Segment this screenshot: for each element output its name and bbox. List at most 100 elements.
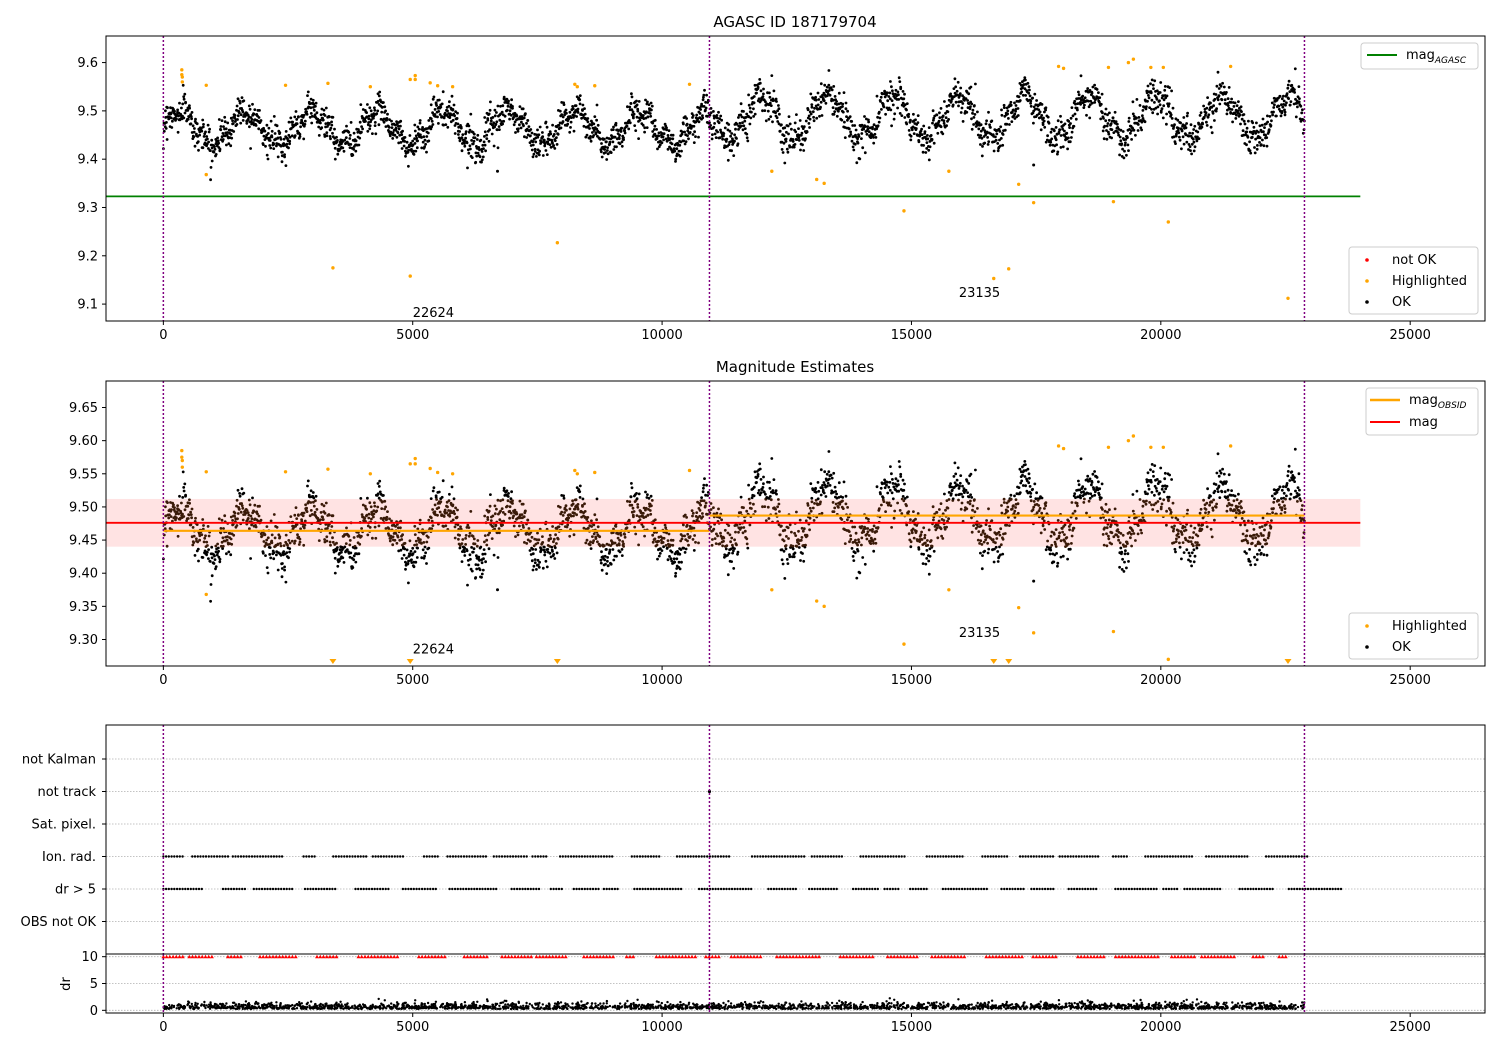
ok-point <box>1119 139 1123 143</box>
ok-point <box>774 489 778 492</box>
ok-point <box>583 502 586 506</box>
ok-point <box>431 111 434 115</box>
ok-point <box>532 564 536 568</box>
ok-point <box>205 553 209 557</box>
ok-point <box>708 113 712 117</box>
ok-point <box>399 519 403 523</box>
ok-point <box>251 102 254 106</box>
ok-point <box>563 511 566 514</box>
ok-point <box>627 127 631 131</box>
ok-point <box>586 516 590 519</box>
ok-point <box>561 120 565 123</box>
ok-point <box>680 149 683 153</box>
ok-point <box>992 149 996 153</box>
highlighted-point <box>428 81 432 85</box>
ok-point <box>333 127 336 131</box>
ok-point <box>820 114 824 117</box>
ok-point <box>612 148 616 151</box>
ok-point <box>877 110 881 114</box>
ok-point <box>976 133 980 137</box>
ok-point <box>1009 103 1013 107</box>
ok-point <box>705 483 708 487</box>
ok-point <box>780 148 784 151</box>
ok-point <box>169 106 172 110</box>
highlighted-point <box>1031 200 1036 205</box>
ok-point <box>1231 120 1234 124</box>
ok-point <box>298 540 302 544</box>
ok-point <box>496 169 500 173</box>
ok-point <box>722 134 725 138</box>
ok-point <box>728 533 732 537</box>
ok-point <box>182 95 186 98</box>
ok-point <box>845 115 848 118</box>
ok-point <box>1121 130 1125 133</box>
ok-point <box>568 110 572 114</box>
ok-point <box>166 501 169 504</box>
ok-point <box>1167 102 1171 106</box>
ok-point <box>224 127 228 131</box>
ok-point <box>880 92 884 96</box>
ok-point <box>783 577 787 580</box>
ok-point <box>283 565 286 569</box>
ok-point <box>876 124 880 128</box>
ok-point <box>1120 142 1124 146</box>
ok-point <box>725 544 729 548</box>
ok-point <box>336 139 339 142</box>
ok-point <box>212 562 216 565</box>
ok-point <box>905 108 908 112</box>
ok-point <box>492 121 496 125</box>
ok-point <box>748 501 752 505</box>
ok-point <box>691 538 695 541</box>
ok-point <box>856 141 860 145</box>
ok-point <box>759 89 763 93</box>
ok-point <box>920 133 924 137</box>
ok-point <box>832 85 836 88</box>
ok-point <box>922 144 925 147</box>
ok-point <box>240 96 244 99</box>
ok-point <box>692 124 696 128</box>
ok-point <box>298 135 302 138</box>
ok-point <box>702 105 706 108</box>
ok-point <box>721 137 724 141</box>
ok-point <box>747 93 750 97</box>
ok-point <box>856 137 859 141</box>
ok-point <box>897 98 901 101</box>
ok-point <box>650 499 654 502</box>
ok-point <box>441 479 445 483</box>
ok-point <box>404 154 407 158</box>
ok-point <box>700 496 703 499</box>
ok-point <box>793 121 797 125</box>
ok-point <box>781 562 785 566</box>
ok-point <box>266 571 270 575</box>
ok-point <box>206 544 209 547</box>
ok-point <box>809 112 813 116</box>
ok-point <box>947 98 951 102</box>
ok-point <box>206 137 209 141</box>
ok-point <box>396 526 400 530</box>
ok-point <box>412 565 416 569</box>
ok-point <box>280 160 284 164</box>
ok-point <box>1225 112 1229 116</box>
ok-point <box>794 534 798 537</box>
ok-point <box>739 124 743 128</box>
ok-point <box>581 109 584 112</box>
ok-point <box>1044 108 1047 112</box>
ok-point <box>588 543 592 547</box>
ok-point <box>275 525 279 529</box>
ok-point <box>903 103 907 107</box>
ok-point <box>1201 122 1204 126</box>
ok-point <box>736 142 740 146</box>
ok-point <box>687 137 690 141</box>
ok-point <box>549 555 553 559</box>
ok-point <box>578 98 582 102</box>
ok-point <box>638 518 642 521</box>
ok-point <box>268 546 272 549</box>
ok-point <box>433 113 437 116</box>
ok-point <box>782 539 786 543</box>
ok-point <box>643 130 646 134</box>
ok-point <box>322 108 326 112</box>
ok-point <box>501 122 504 126</box>
ok-point <box>633 525 637 529</box>
ok-point <box>405 140 409 144</box>
ok-point <box>1115 122 1119 126</box>
